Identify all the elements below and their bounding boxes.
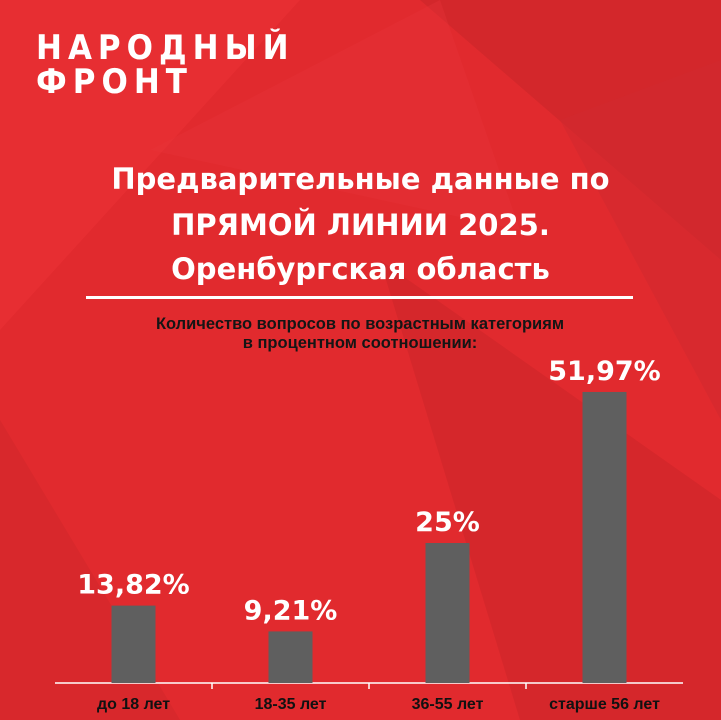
bar-1 (268, 631, 313, 683)
data-label-2: 25% (415, 507, 480, 538)
logo-line2: ФРОНТ (36, 62, 193, 102)
x-tick-label-0: до 18 лет (97, 696, 170, 713)
bar-2 (425, 543, 470, 683)
title-line2: ПРЯМОЙ ЛИНИИ 2025. (171, 208, 550, 242)
x-tick-label-3: старше 56 лет (549, 696, 660, 713)
logo-line1: НАРОДНЫЙ (36, 28, 295, 68)
title-divider (86, 296, 633, 299)
data-label-3: 51,97% (548, 356, 660, 387)
subtitle-line2: в процентном соотношении: (242, 334, 478, 352)
subtitle-line1: Количество вопросов по возрастным катего… (155, 315, 565, 333)
bar-0 (111, 605, 156, 683)
data-label-0: 13,82% (77, 570, 189, 601)
title-line3: Оренбургская область (171, 252, 550, 286)
title-line1: Предварительные данные по (111, 162, 610, 196)
data-label-1: 9,21% (244, 595, 338, 626)
x-tick-label-2: 36-55 лет (412, 696, 484, 713)
x-tick-label-1: 18-35 лет (255, 696, 327, 713)
bar-3 (582, 391, 627, 683)
logo: НАРОДНЫЙ ФРОНТ (36, 28, 295, 102)
